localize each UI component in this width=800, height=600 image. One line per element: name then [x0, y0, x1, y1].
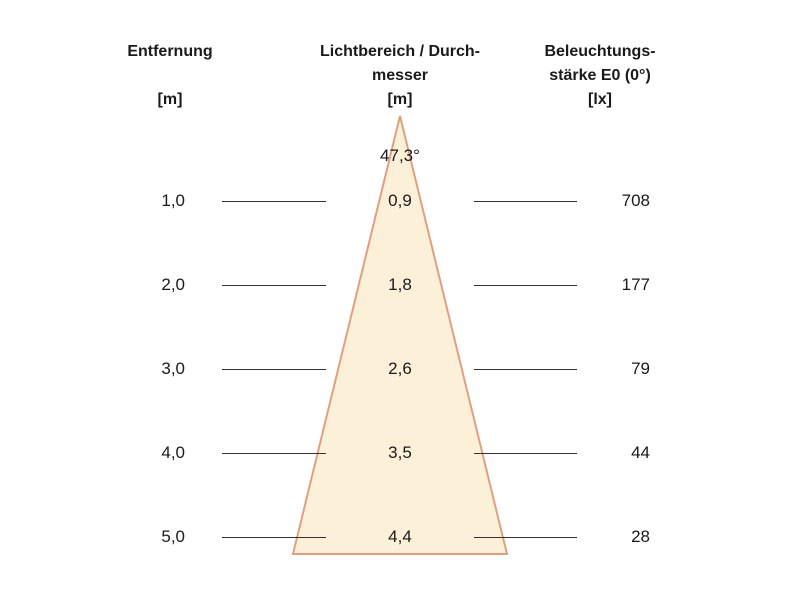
row-guide-lines [222, 201, 577, 538]
beam-header-unit: [m] [387, 91, 413, 108]
distance-value: 2,0 [161, 275, 185, 294]
illuminance-header-line2: stärke E0 (0°) [549, 67, 651, 84]
distance-value: 1,0 [161, 191, 185, 210]
illuminance-value: 177 [621, 275, 650, 294]
beam-column-header: Lichtbereich / Durch- messer [m] [290, 40, 510, 112]
distance-value: 3,0 [161, 359, 185, 378]
distance-value: 5,0 [161, 527, 185, 546]
diameter-value: 2,6 [388, 359, 412, 378]
beam-header-line1: Lichtbereich / Durch- [319, 43, 481, 60]
distance-column-header: Entfernung [m] [110, 40, 230, 112]
illuminance-header-line1: Beleuchtungs- [544, 43, 656, 60]
illuminance-header-unit: [lx] [588, 91, 612, 108]
illuminance-value: 79 [631, 359, 650, 378]
illuminance-value: 708 [621, 191, 650, 210]
distance-value: 4,0 [161, 443, 185, 462]
illuminance-value: 44 [631, 443, 650, 462]
distance-header-line1: Entfernung [127, 43, 213, 60]
beam-header-line2: messer [371, 67, 429, 84]
diameter-value: 1,8 [388, 275, 412, 294]
diameter-value: 4,4 [388, 527, 412, 546]
beam-angle-label: 47,3° [380, 146, 420, 165]
diameter-value: 3,5 [388, 443, 412, 462]
illuminance-column-header: Beleuchtungs- stärke E0 (0°) [lx] [520, 40, 680, 112]
light-cone [291, 115, 509, 555]
distance-header-unit: [m] [157, 91, 183, 108]
illuminance-value: 28 [631, 527, 650, 546]
diameter-value: 0,9 [388, 191, 412, 210]
